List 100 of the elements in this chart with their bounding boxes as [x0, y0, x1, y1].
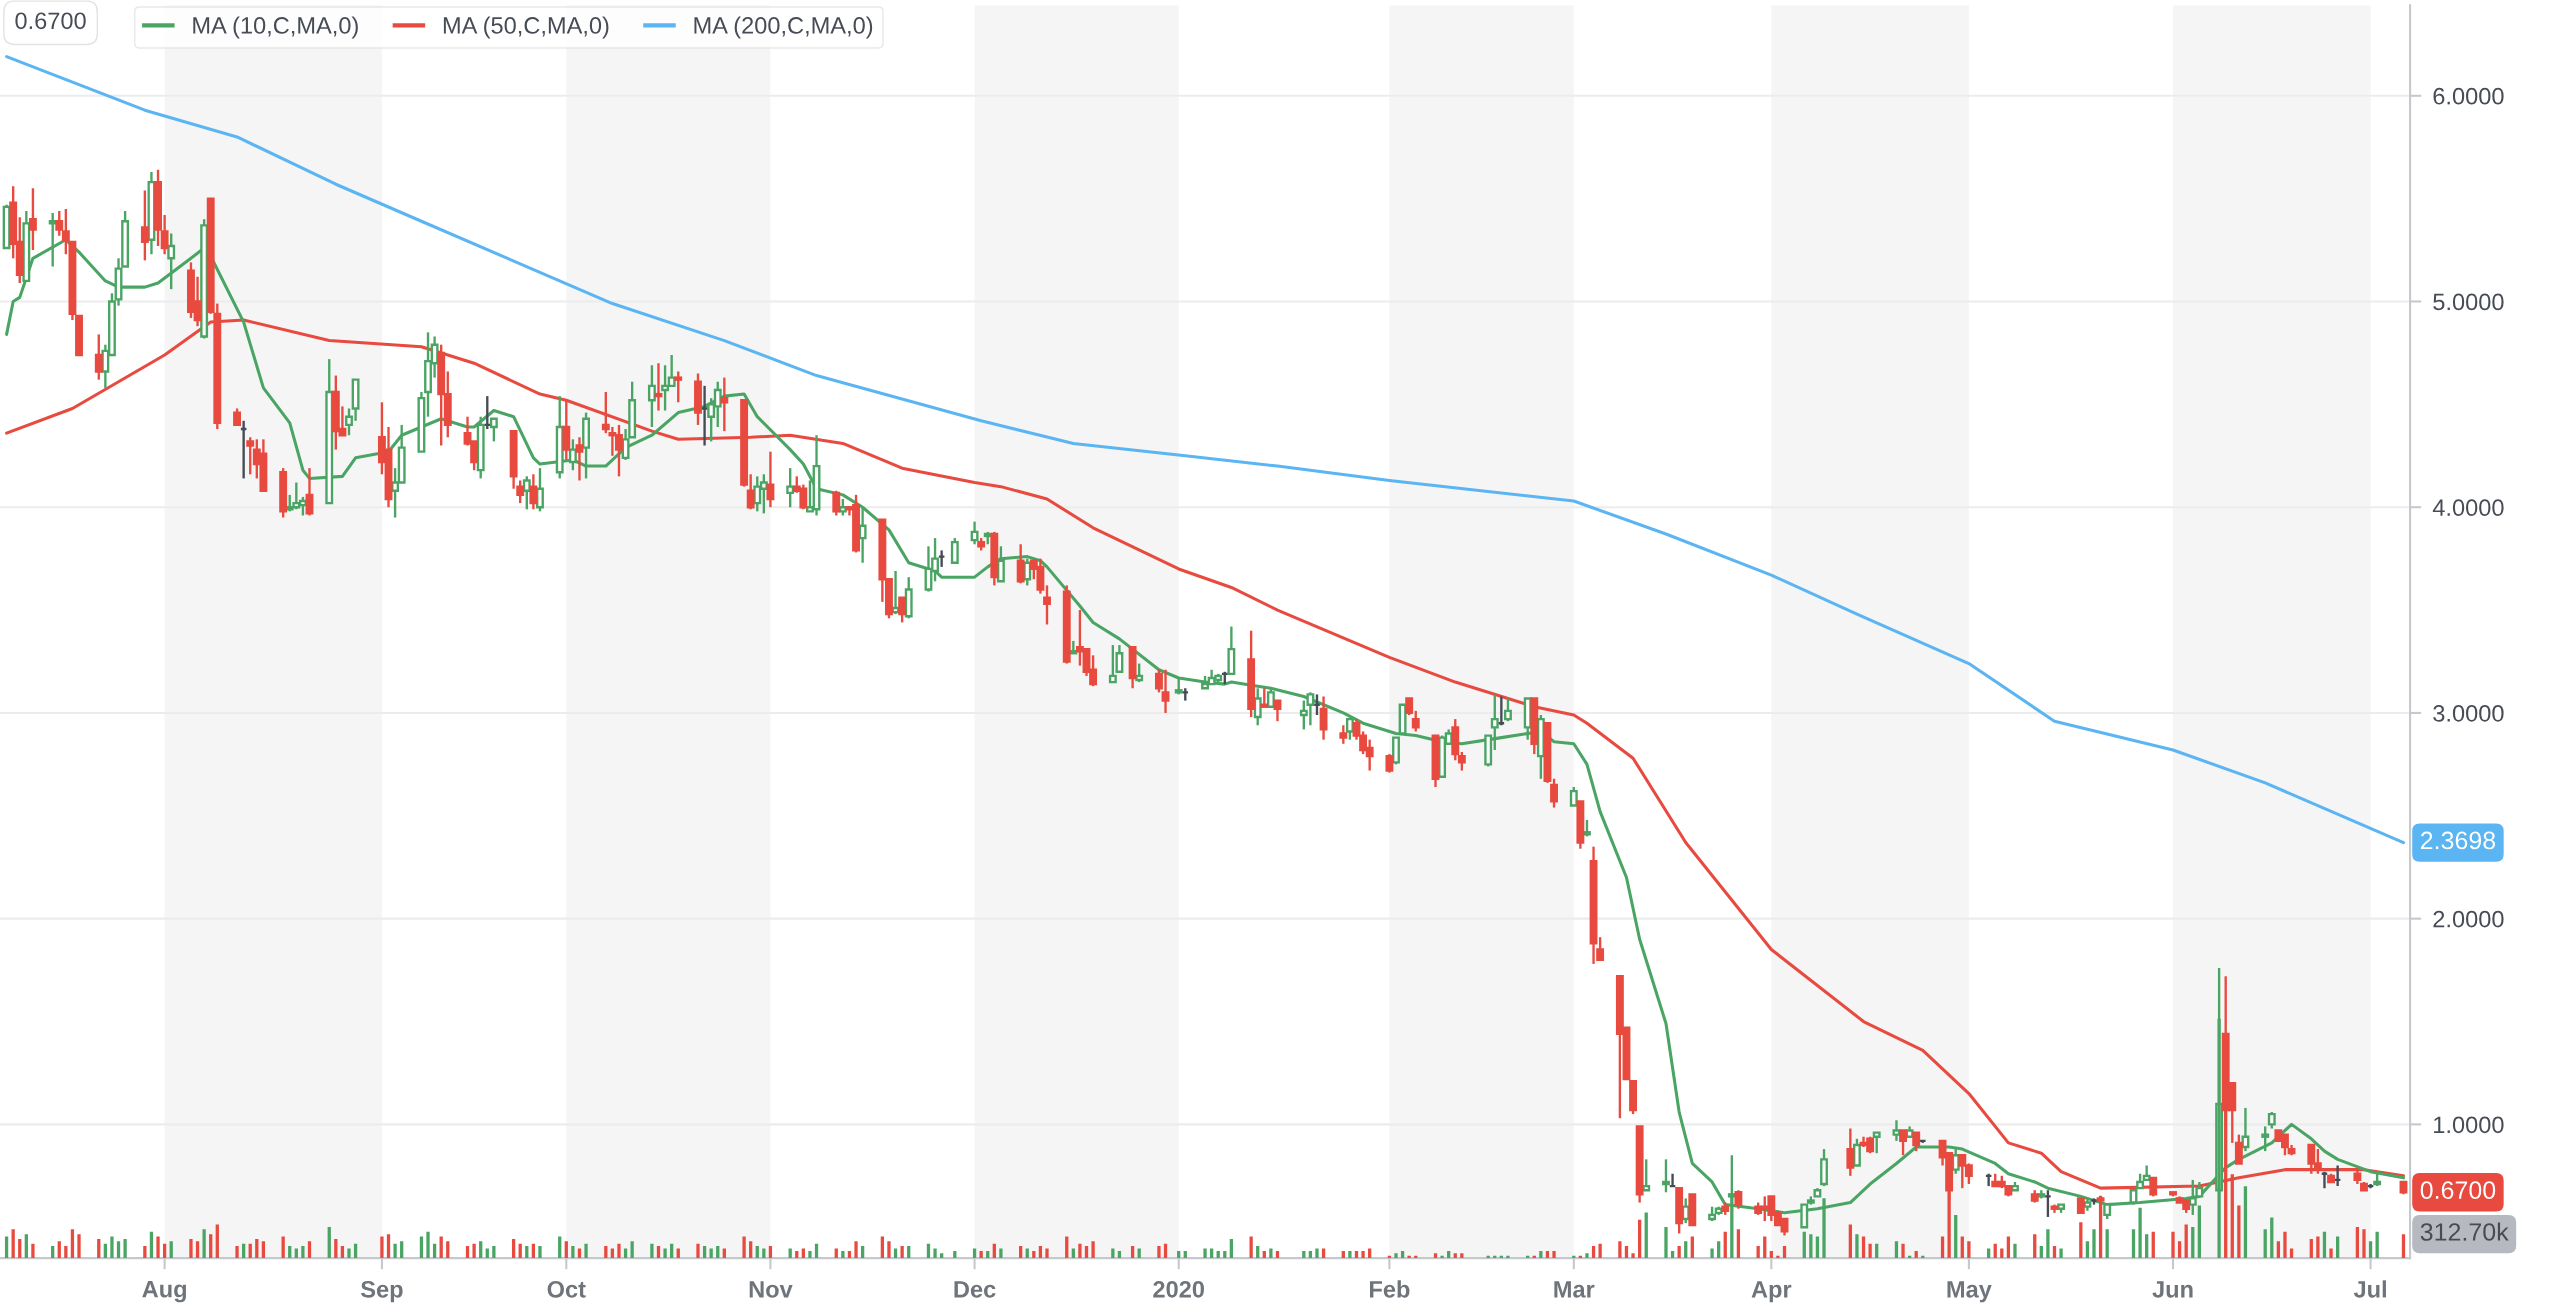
bar — [617, 1243, 621, 1259]
candlestick — [1892, 1119, 1901, 1143]
candlestick — [1662, 1158, 1670, 1194]
bar — [1954, 1214, 1958, 1259]
candlestick — [28, 187, 37, 252]
candlestick — [516, 479, 525, 505]
bar — [1598, 1243, 1602, 1259]
bar — [584, 1243, 588, 1259]
bar — [1361, 1250, 1365, 1259]
candlestick — [2261, 1125, 2270, 1153]
candlestick — [575, 436, 584, 482]
bar — [1539, 1250, 1543, 1259]
bar — [1453, 1253, 1457, 1259]
candlestick — [1266, 687, 1275, 708]
bar — [1776, 1255, 1780, 1259]
bar — [426, 1231, 430, 1259]
bar — [1717, 1241, 1721, 1259]
bar — [2362, 1229, 2366, 1259]
bar — [1078, 1243, 1082, 1259]
bar — [2355, 1226, 2360, 1259]
bar — [1256, 1246, 1260, 1259]
bar — [564, 1241, 568, 1259]
bar — [1736, 1229, 1741, 1259]
bar — [939, 1253, 944, 1259]
candlestick — [720, 376, 729, 433]
bar — [1440, 1255, 1444, 1259]
bar — [465, 1246, 470, 1259]
candlestick — [1734, 1189, 1743, 1210]
bar — [446, 1241, 450, 1259]
bar — [2322, 1231, 2327, 1259]
x-tick-label: May — [1947, 1281, 1992, 1303]
bar — [1585, 1253, 1589, 1259]
bar — [1848, 1224, 1852, 1259]
candlestick — [305, 466, 314, 517]
x-tick-label: Mar — [1554, 1281, 1595, 1298]
bar — [933, 1248, 937, 1259]
bar — [2052, 1246, 2057, 1259]
candlestick — [1273, 699, 1282, 723]
bar — [1684, 1241, 1688, 1259]
bar — [288, 1246, 292, 1259]
y-tick-label: 6.0000 — [2433, 87, 2504, 105]
bar — [2283, 1231, 2287, 1259]
bar — [2316, 1236, 2320, 1259]
bar — [1249, 1236, 1253, 1259]
bar — [347, 1248, 351, 1259]
bar — [116, 1241, 121, 1259]
bar — [2131, 1229, 2136, 1259]
bar — [2151, 1231, 2155, 1259]
bar — [604, 1246, 608, 1259]
candlestick — [674, 370, 683, 404]
y-tick-label: 2.0000 — [2433, 910, 2504, 928]
y-tick-label: 4.0000 — [2432, 499, 2504, 517]
bar — [1591, 1246, 1596, 1259]
bar — [571, 1246, 575, 1259]
candlestick — [1411, 709, 1420, 733]
bar — [2046, 1229, 2050, 1259]
annotation: 312.70k — [2420, 1222, 2509, 1241]
bar — [749, 1241, 753, 1259]
candlestick — [345, 407, 353, 437]
bar — [18, 1238, 22, 1259]
candlestick — [832, 489, 841, 517]
bar — [1756, 1246, 1760, 1259]
bar — [307, 1241, 312, 1259]
bar — [900, 1246, 904, 1259]
candlestick — [1339, 724, 1348, 745]
bar — [1394, 1253, 1398, 1259]
bar — [1045, 1248, 1049, 1259]
bar — [2184, 1224, 2188, 1259]
annotation: 2.3698 — [2420, 831, 2496, 850]
y-tick-label: 3.0000 — [2433, 705, 2504, 722]
bar — [2263, 1229, 2267, 1259]
candlestick — [1504, 697, 1512, 723]
x-tick-label: Apr — [1751, 1281, 1792, 1303]
bar — [2033, 1234, 2037, 1259]
bar — [1506, 1255, 1510, 1259]
bar — [1229, 1238, 1234, 1259]
candlestick — [536, 466, 544, 513]
line-series — [5, 55, 2406, 845]
bar — [70, 1229, 75, 1259]
bar — [1644, 1212, 1648, 1259]
bar — [149, 1231, 154, 1259]
bar — [538, 1246, 542, 1259]
bar — [860, 1246, 865, 1259]
candlestick — [1872, 1131, 1881, 1155]
bar — [51, 1246, 55, 1259]
bar — [887, 1241, 891, 1259]
bar — [1203, 1248, 1207, 1259]
bar — [380, 1236, 384, 1259]
bar — [1855, 1234, 1859, 1259]
bar — [525, 1246, 529, 1259]
candlestick — [1385, 752, 1394, 774]
bar — [808, 1250, 812, 1259]
bar — [400, 1241, 404, 1259]
bar — [97, 1238, 101, 1259]
bar — [2237, 1205, 2241, 1259]
bar — [2329, 1248, 2333, 1259]
bar — [1637, 1219, 1642, 1259]
bar — [2177, 1241, 2182, 1259]
legend-label: MA (50,C,MA,0) — [443, 16, 609, 39]
x-tick-label: 2020 — [1153, 1280, 1204, 1298]
